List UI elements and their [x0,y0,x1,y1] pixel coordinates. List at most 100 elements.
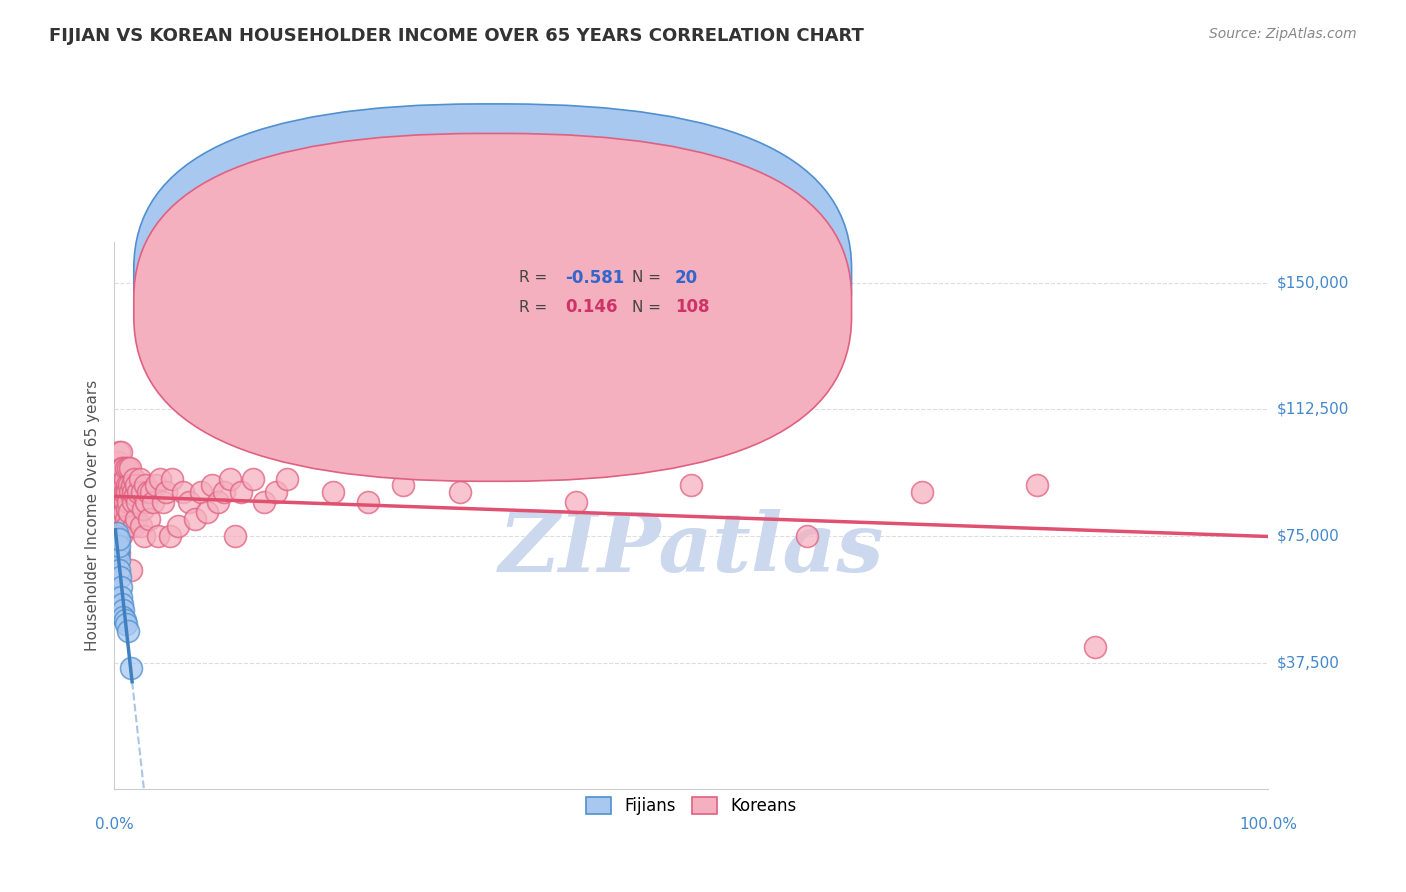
Point [152,495,174,509]
Point [117,461,139,475]
Point [253,495,276,509]
Point [118,505,141,519]
Text: $37,500: $37,500 [1277,655,1340,670]
Point [111,488,134,502]
Point [391,478,413,492]
Point [276,472,298,486]
Point [190,485,212,500]
Point [112,461,135,475]
Point [299,394,322,409]
Point [105,512,128,526]
Point [104,519,127,533]
Point [131,485,153,500]
Point [117,478,139,492]
Point [114,519,136,533]
Point [105,472,128,486]
Point [108,468,131,483]
Point [201,478,224,492]
Point [357,495,380,509]
Text: Source: ZipAtlas.com: Source: ZipAtlas.com [1209,27,1357,41]
Point [110,444,132,458]
Y-axis label: Householder Income Over 65 years: Householder Income Over 65 years [86,380,100,651]
Point [179,495,201,509]
Point [796,529,818,543]
Point [184,512,207,526]
Point [115,478,138,492]
Point [112,478,135,492]
FancyBboxPatch shape [134,103,852,451]
Point [110,505,132,519]
Point [107,525,129,540]
Point [146,529,169,543]
Text: N =: N = [633,270,666,285]
Point [111,519,134,533]
Point [121,661,143,675]
Point [172,485,194,500]
Point [104,478,127,492]
Point [105,539,128,553]
Point [115,512,138,526]
Point [207,495,229,509]
Point [135,495,157,509]
Point [134,478,156,492]
Point [229,485,252,500]
Point [121,563,143,577]
Point [224,529,246,543]
Point [449,485,471,500]
Point [117,624,139,638]
Point [124,519,146,533]
Point [105,485,128,500]
Text: $112,500: $112,500 [1277,402,1348,417]
Point [107,539,129,553]
Point [149,472,172,486]
Point [112,505,135,519]
Point [132,502,155,516]
Point [114,614,136,628]
Point [911,485,934,500]
Point [142,495,165,509]
Point [107,505,129,519]
Point [108,495,131,509]
Text: 0.0%: 0.0% [94,817,134,832]
Point [110,580,132,594]
Point [108,444,131,458]
Point [145,478,167,492]
Point [120,461,142,475]
Text: R =: R = [519,270,553,285]
Point [121,495,143,509]
Text: 100.0%: 100.0% [1239,817,1298,832]
Point [127,485,149,500]
Point [128,472,150,486]
Point [136,485,159,500]
Point [115,488,138,502]
Point [159,529,181,543]
Point [107,546,129,560]
Point [138,512,160,526]
Point [212,485,235,500]
Point [264,485,287,500]
Point [166,519,188,533]
Point [114,472,136,486]
Point [107,546,129,560]
Point [110,590,132,604]
Text: FIJIAN VS KOREAN HOUSEHOLDER INCOME OVER 65 YEARS CORRELATION CHART: FIJIAN VS KOREAN HOUSEHOLDER INCOME OVER… [49,27,865,45]
Point [322,485,344,500]
Point [108,519,131,533]
Point [108,485,131,500]
Text: ZIPatlas: ZIPatlas [498,508,884,589]
Point [114,485,136,500]
Point [112,495,135,509]
Point [107,529,129,543]
Point [111,485,134,500]
Point [110,478,132,492]
Point [114,616,136,631]
Point [107,478,129,492]
Point [124,488,146,502]
Point [134,529,156,543]
Point [104,529,127,543]
FancyBboxPatch shape [134,134,852,482]
Point [117,519,139,533]
Legend: Fijians, Koreans: Fijians, Koreans [579,790,803,822]
Point [129,519,152,533]
Point [122,485,145,500]
